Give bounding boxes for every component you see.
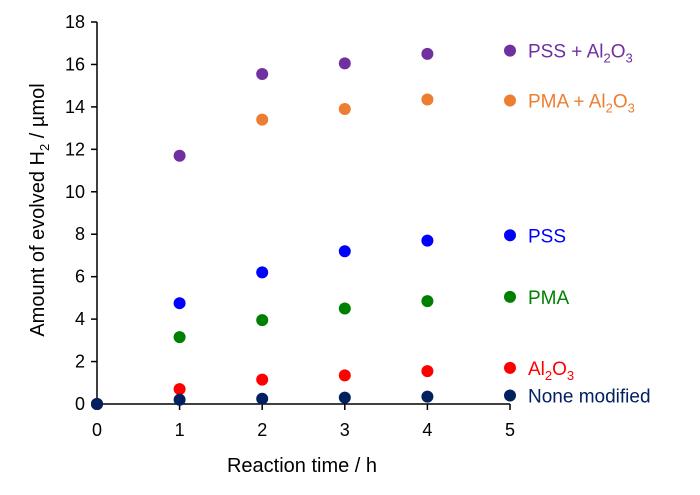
data-point-pss: [504, 229, 516, 242]
y-tick-label: 10: [65, 182, 85, 202]
y-tick-label: 12: [65, 139, 85, 159]
data-point-pma-al2o3: [256, 113, 269, 126]
series-label-al2o3: Al2O3: [528, 359, 574, 383]
data-point-none-modified: [504, 389, 516, 402]
x-tick-label: 5: [505, 420, 515, 440]
data-point-pma-al2o3: [504, 94, 516, 107]
y-tick-label: 14: [65, 97, 85, 117]
data-point-al2o3: [338, 369, 351, 382]
data-point-pma: [256, 314, 269, 327]
series-label-none-modified: None modified: [528, 387, 651, 408]
y-tick-label: 18: [65, 12, 85, 32]
data-point-none-modified: [256, 392, 269, 405]
data-point-pss-al2o3: [173, 149, 186, 162]
data-point-pma: [504, 290, 516, 303]
data-point-pma-al2o3: [421, 93, 434, 106]
data-point-pss-al2o3: [421, 47, 434, 60]
data-point-al2o3: [173, 383, 186, 396]
data-point-al2o3: [421, 365, 434, 378]
y-tick-label: 6: [75, 267, 85, 287]
data-point-pma-al2o3: [338, 103, 351, 116]
x-tick-label: 2: [257, 420, 267, 440]
y-tick-label: 2: [75, 352, 85, 372]
series-label-pss: PSS: [528, 226, 566, 247]
data-point-pma: [421, 295, 434, 308]
x-tick-label: 4: [422, 420, 432, 440]
x-axis-label: Reaction time / h: [227, 455, 377, 477]
data-point-al2o3: [256, 373, 269, 386]
y-tick-label: 8: [75, 224, 85, 244]
x-tick-label: 3: [340, 420, 350, 440]
data-point-pss: [173, 297, 186, 310]
y-tick-label: 16: [65, 54, 85, 74]
data-points: [91, 44, 516, 410]
y-tick-label: 4: [75, 309, 85, 329]
series-label-pma-al2o3: PMA + Al2O3: [528, 92, 635, 116]
data-point-pma: [173, 331, 186, 344]
data-point-pma: [338, 302, 351, 315]
x-tick-label: 1: [175, 420, 185, 440]
series-label-pma: PMA: [528, 288, 570, 309]
axes: [91, 21, 511, 410]
data-point-pss: [421, 234, 434, 247]
data-point-none-modified: [421, 390, 434, 403]
data-point-none-modified: [338, 391, 351, 404]
data-point-none-modified: [91, 398, 103, 410]
x-tick-label: 0: [92, 420, 102, 440]
data-point-pss: [338, 245, 351, 258]
data-point-none-modified: [173, 393, 186, 406]
data-point-pss-al2o3: [256, 67, 269, 80]
data-point-pss-al2o3: [504, 44, 516, 57]
series-label-pss-al2o3: PSS + Al2O3: [528, 42, 633, 66]
data-point-al2o3: [504, 361, 516, 374]
data-point-pss: [256, 266, 269, 279]
y-tick-label: 0: [75, 394, 85, 414]
data-point-pss-al2o3: [338, 57, 351, 70]
y-axis-label: Amount of evolved H2 / µmol: [27, 83, 52, 336]
series-labels: PSS + Al2O3 PMA + Al2O3 PSS PMA Al2O3 None mo…: [528, 42, 651, 408]
